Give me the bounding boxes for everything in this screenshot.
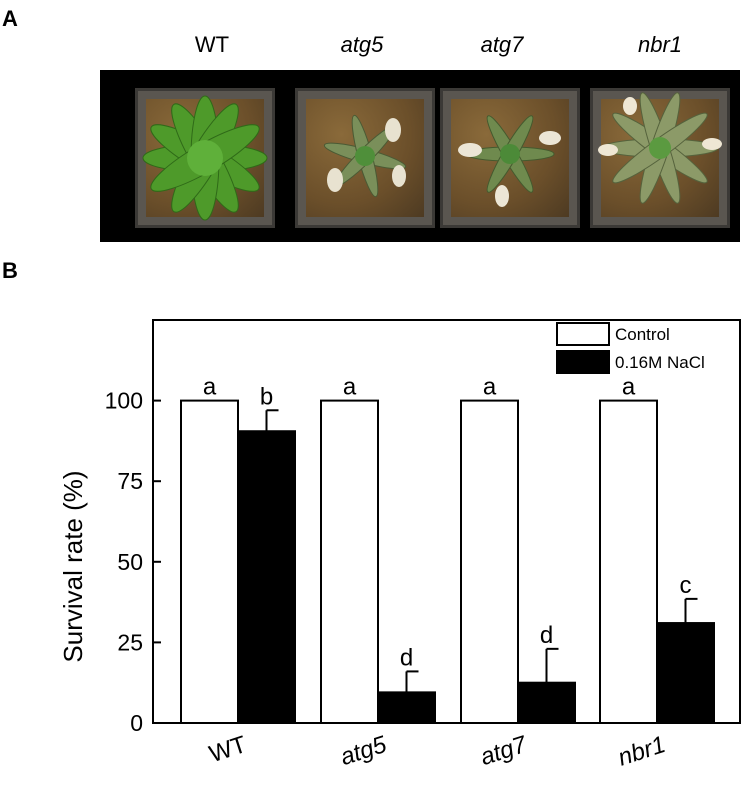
legend-label: Control: [615, 325, 670, 344]
significance-letter: d: [400, 644, 413, 671]
survival-bar-chart: 0 25 50 75 100 Survival rate (%) WT a b atg5 a d at…: [58, 319, 741, 772]
significance-letter: a: [203, 374, 217, 401]
plant-photo-panel: [100, 70, 740, 242]
bar-0-nbr1: [599, 399, 658, 724]
y-axis-title: Survival rate (%): [58, 470, 88, 662]
significance-letter: a: [343, 374, 357, 401]
chart-legend: Control 0.16M NaCl: [556, 322, 705, 374]
genotype-label-atg7: atg7: [480, 32, 524, 57]
legend-label: 0.16M NaCl: [615, 353, 705, 372]
bar-1-atg5: [377, 691, 436, 725]
genotype-label-nbr1: nbr1: [637, 32, 683, 57]
significance-letter: a: [622, 374, 636, 401]
x-category-label: WT: [206, 731, 250, 768]
plant-rosette-wt: [142, 95, 268, 221]
bar-0-atg5: [320, 399, 379, 724]
pot-atg5: [295, 88, 435, 228]
chart-bars: [180, 399, 715, 725]
y-tick-label: 50: [117, 549, 143, 575]
significance-letter: d: [540, 622, 553, 649]
legend-swatch: [556, 322, 610, 346]
plant-rosette-atg5: [323, 114, 407, 198]
bar-0-atg7: [460, 399, 519, 724]
plant-rosette-nbr1: [598, 92, 722, 204]
significance-letter: c: [680, 572, 692, 599]
legend-swatch: [556, 350, 610, 374]
panel-a-label: A: [2, 6, 18, 31]
genotype-label-wt: WT: [194, 32, 230, 57]
y-tick-label: 25: [117, 629, 143, 655]
bar-1-atg7: [517, 681, 576, 725]
significance-letter: a: [483, 374, 497, 401]
x-category-label: nbr1: [615, 731, 669, 772]
x-category-label: atg5: [337, 731, 390, 771]
chart-axes: 0 25 50 75 100 Survival rate (%): [58, 319, 741, 736]
pot-atg7: [440, 88, 580, 228]
y-tick-label: 75: [117, 468, 143, 494]
panel-b-label: B: [2, 258, 18, 283]
pot-wt: [135, 88, 275, 228]
plot-frame: [152, 319, 741, 724]
bar-0-WT: [180, 399, 239, 724]
pot-nbr1: [590, 88, 730, 228]
bar-1-nbr1: [656, 622, 715, 724]
y-tick-label: 0: [130, 710, 143, 736]
y-tick-label: 100: [105, 388, 143, 414]
plant-rosette-atg7: [458, 115, 561, 207]
significance-letter: b: [260, 383, 273, 410]
x-category-label: atg7: [477, 731, 531, 772]
genotype-label-atg5: atg5: [340, 32, 384, 57]
bar-1-WT: [237, 430, 296, 724]
